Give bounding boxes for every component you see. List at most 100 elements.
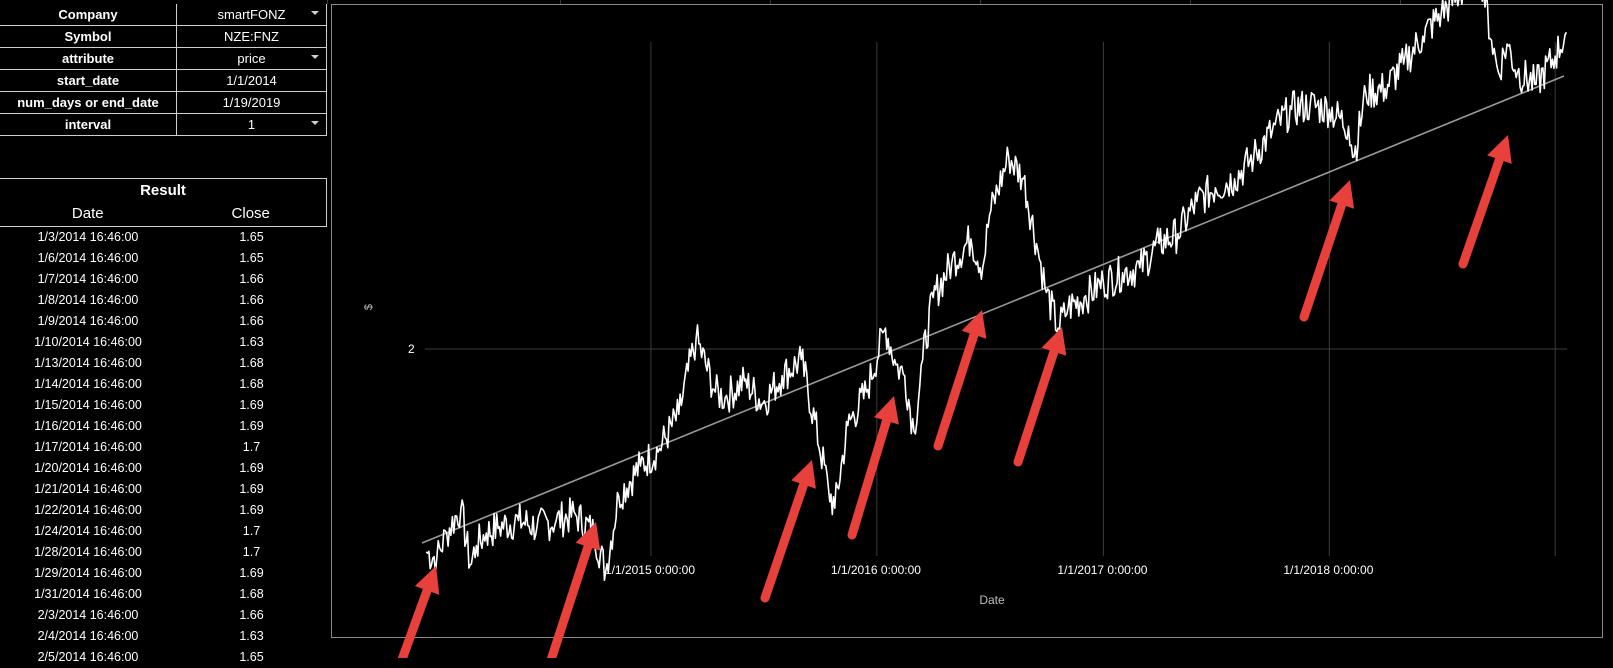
symbol-cell[interactable]: NZE:FNZ — [176, 25, 327, 48]
arrow-shaft — [1013, 347, 1059, 467]
table-row[interactable]: 1/15/2014 16:46:00 1.69 — [0, 395, 327, 416]
arrow-head — [791, 460, 816, 489]
date-cell: 1/7/2014 16:46:00 — [37, 272, 139, 286]
interval-select[interactable]: 1 — [176, 113, 327, 136]
table-row[interactable]: 1/20/2014 16:46:00 1.69 — [0, 458, 327, 479]
close-cell: 1.66 — [239, 272, 264, 286]
date-cell: 1/9/2014 16:46:00 — [37, 314, 139, 328]
date-cell: 1/8/2014 16:46:00 — [37, 293, 139, 307]
attribute-select[interactable]: price — [176, 47, 327, 70]
table-row[interactable]: 1/13/2014 16:46:00 1.68 — [0, 353, 327, 374]
arrow-head — [575, 522, 601, 551]
arrow-shaft — [1299, 200, 1347, 322]
sheet-gridlines — [0, 0, 1613, 4]
x-tick-label: 1/1/2015 0:00:00 — [605, 563, 695, 577]
table-row[interactable]: 2/3/2014 16:46:00 1.66 — [0, 605, 327, 626]
table-row[interactable]: 1/31/2014 16:46:00 1.68 — [0, 584, 327, 605]
close-cell: 1.66 — [239, 293, 264, 307]
date-cell: 1/13/2014 16:46:00 — [34, 356, 142, 370]
table-row[interactable]: 1/9/2014 16:46:00 1.66 — [0, 311, 327, 332]
table-row[interactable]: 1/17/2014 16:46:00 1.7 — [0, 437, 327, 458]
dropdown-arrow-icon[interactable] — [311, 11, 319, 15]
close-cell: 1.69 — [239, 461, 264, 475]
date-column-header[interactable]: Date — [71, 205, 104, 222]
chart-frame[interactable] — [331, 4, 1603, 638]
result-rows: 1/3/2014 16:46:00 1.65 1/6/2014 16:46:00 1.… — [0, 227, 327, 668]
dropdown-arrow-icon[interactable] — [311, 121, 319, 125]
param-row-end-date: num_days or end_date 1/19/2019 — [0, 91, 327, 114]
y-axis-label: $ — [363, 304, 375, 310]
param-value: 1 — [247, 117, 256, 132]
table-row[interactable]: 1/16/2014 16:46:00 1.69 — [0, 416, 327, 437]
trend-line — [421, 75, 1565, 544]
dropdown-arrow-icon[interactable] — [311, 55, 319, 59]
date-cell: 1/17/2014 16:46:00 — [34, 440, 142, 454]
x-tick-label: 1/1/2018 0:00:00 — [1283, 563, 1373, 577]
annotation-arrow — [546, 522, 601, 658]
annotation-arrow — [933, 310, 987, 451]
result-header: Result Date Close — [0, 178, 327, 227]
param-value: price — [237, 51, 266, 66]
arrow-shaft — [546, 542, 593, 658]
chart-gridlines — [425, 42, 1567, 556]
param-row-attribute: attribute price — [0, 47, 327, 70]
param-row-company: Company smartFONZ — [0, 4, 327, 26]
date-cell: 1/22/2014 16:46:00 — [34, 503, 142, 517]
param-label: num_days or end_date — [0, 91, 177, 114]
close-cell: 1.69 — [239, 566, 264, 580]
arrow-head — [1041, 327, 1067, 356]
table-row[interactable]: 1/10/2014 16:46:00 1.63 — [0, 332, 327, 353]
annotation-arrows — [397, 135, 1512, 658]
table-row[interactable]: 1/22/2014 16:46:00 1.69 — [0, 500, 327, 521]
date-cell: 1/15/2014 16:46:00 — [34, 398, 142, 412]
close-cell: 1.7 — [242, 545, 261, 559]
date-cell: 1/21/2014 16:46:00 — [34, 482, 142, 496]
end-date-cell[interactable]: 1/19/2019 — [176, 91, 327, 114]
date-cell: 1/16/2014 16:46:00 — [34, 419, 142, 433]
company-select[interactable]: smartFONZ — [176, 4, 327, 26]
date-cell: 2/3/2014 16:46:00 — [37, 608, 139, 622]
table-row[interactable]: 1/6/2014 16:46:00 1.65 — [0, 248, 327, 269]
annotation-arrow — [847, 396, 899, 540]
close-cell: 1.63 — [239, 629, 264, 643]
close-cell: 1.68 — [239, 356, 264, 370]
arrow-shaft — [933, 330, 979, 451]
y-tick-label: 2 — [408, 342, 415, 356]
close-cell: 1.69 — [239, 482, 264, 496]
price-line — [425, 0, 1568, 581]
close-cell: 1.7 — [242, 440, 261, 454]
arrow-head — [961, 310, 987, 339]
param-label: Company — [0, 4, 177, 26]
table-row[interactable]: 1/14/2014 16:46:00 1.68 — [0, 374, 327, 395]
date-cell: 1/6/2014 16:46:00 — [37, 251, 139, 265]
param-row-symbol: Symbol NZE:FNZ — [0, 25, 327, 48]
close-cell: 1.68 — [239, 377, 264, 391]
table-row[interactable]: 1/3/2014 16:46:00 1.65 — [0, 227, 327, 248]
table-row[interactable]: 1/29/2014 16:46:00 1.69 — [0, 563, 327, 584]
table-row[interactable]: 1/7/2014 16:46:00 1.66 — [0, 269, 327, 290]
date-cell: 1/24/2014 16:46:00 — [34, 524, 142, 538]
date-cell: 1/3/2014 16:46:00 — [37, 230, 139, 244]
arrow-head — [414, 566, 440, 595]
table-row[interactable]: 1/28/2014 16:46:00 1.7 — [0, 542, 327, 563]
annotation-arrow — [1299, 180, 1355, 322]
table-row[interactable]: 2/4/2014 16:46:00 1.63 — [0, 626, 327, 647]
close-cell: 1.69 — [239, 503, 264, 517]
x-tick-label: 1/1/2016 0:00:00 — [831, 563, 921, 577]
table-row[interactable]: 1/21/2014 16:46:00 1.69 — [0, 479, 327, 500]
x-tick-label: 1/1/2017 0:00:00 — [1057, 563, 1147, 577]
date-cell: 1/14/2014 16:46:00 — [34, 377, 142, 391]
start-date-cell[interactable]: 1/1/2014 — [176, 69, 327, 92]
date-cell: 1/31/2014 16:46:00 — [34, 587, 142, 601]
close-cell: 1.68 — [239, 587, 264, 601]
date-cell: 1/20/2014 16:46:00 — [34, 461, 142, 475]
param-label: attribute — [0, 47, 177, 70]
close-column-header[interactable]: Close — [231, 205, 270, 222]
param-value: 1/1/2014 — [226, 73, 277, 88]
close-cell: 1.65 — [239, 251, 264, 265]
arrow-shaft — [397, 585, 432, 658]
table-row[interactable]: 1/24/2014 16:46:00 1.7 — [0, 521, 327, 542]
arrow-shaft — [760, 480, 809, 603]
close-cell: 1.66 — [239, 608, 264, 622]
table-row[interactable]: 1/8/2014 16:46:00 1.66 — [0, 290, 327, 311]
